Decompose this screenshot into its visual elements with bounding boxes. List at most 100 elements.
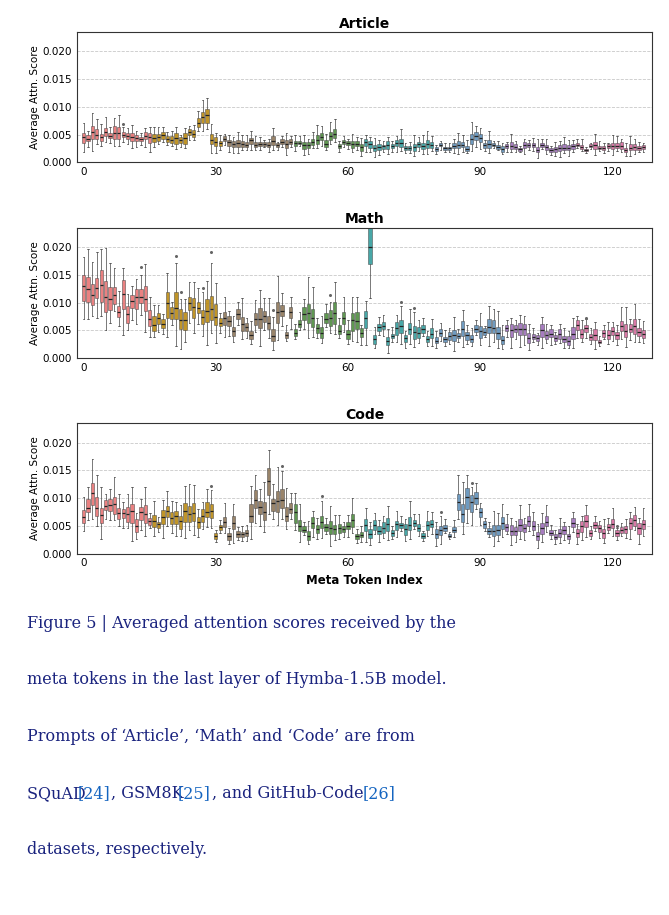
- Bar: [122, 133, 125, 137]
- Bar: [144, 132, 147, 139]
- Bar: [527, 144, 531, 146]
- Bar: [474, 492, 478, 504]
- Bar: [254, 490, 257, 509]
- Bar: [276, 302, 279, 322]
- Bar: [558, 329, 561, 339]
- Bar: [633, 515, 636, 525]
- Bar: [328, 310, 332, 326]
- Bar: [536, 335, 539, 340]
- Bar: [585, 325, 588, 332]
- Bar: [236, 531, 240, 537]
- Bar: [435, 146, 438, 151]
- Bar: [219, 141, 222, 146]
- Bar: [82, 511, 85, 523]
- Bar: [117, 306, 120, 317]
- Bar: [214, 137, 217, 146]
- Bar: [188, 506, 191, 522]
- Bar: [638, 146, 641, 150]
- Bar: [148, 134, 151, 143]
- Bar: [536, 533, 539, 541]
- Bar: [545, 516, 548, 526]
- Bar: [452, 527, 456, 533]
- Bar: [130, 295, 134, 308]
- Bar: [236, 140, 240, 147]
- Bar: [258, 308, 262, 328]
- Bar: [488, 528, 491, 534]
- Bar: [267, 468, 270, 495]
- Bar: [188, 129, 191, 135]
- Bar: [134, 289, 138, 309]
- Bar: [558, 145, 561, 151]
- Bar: [444, 147, 447, 150]
- Bar: [403, 145, 407, 150]
- Bar: [597, 339, 601, 343]
- Bar: [633, 318, 636, 334]
- Bar: [294, 328, 297, 336]
- Bar: [624, 526, 628, 533]
- Bar: [210, 504, 213, 519]
- Bar: [219, 525, 222, 530]
- Bar: [122, 280, 125, 309]
- Bar: [541, 523, 544, 533]
- Text: Figure 5 | Averaged attention scores received by the: Figure 5 | Averaged attention scores rec…: [27, 615, 456, 631]
- Bar: [510, 143, 513, 149]
- Bar: [153, 316, 156, 331]
- Bar: [607, 523, 610, 530]
- Bar: [629, 145, 632, 150]
- Bar: [320, 516, 323, 528]
- Bar: [399, 522, 403, 528]
- Bar: [258, 142, 262, 145]
- Bar: [307, 532, 310, 540]
- Bar: [285, 140, 288, 148]
- Bar: [377, 526, 381, 534]
- Bar: [210, 296, 213, 320]
- Bar: [522, 324, 526, 335]
- Bar: [589, 334, 592, 340]
- Bar: [351, 142, 354, 148]
- Bar: [444, 337, 447, 342]
- Bar: [307, 304, 310, 323]
- Bar: [324, 313, 328, 323]
- Bar: [175, 134, 178, 144]
- Bar: [549, 530, 553, 535]
- Bar: [280, 139, 284, 145]
- Bar: [161, 511, 165, 524]
- Bar: [522, 142, 526, 148]
- Bar: [338, 325, 341, 334]
- Bar: [214, 533, 217, 539]
- Text: datasets, respectively.: datasets, respectively.: [27, 842, 207, 858]
- Bar: [461, 503, 464, 522]
- Bar: [602, 146, 605, 150]
- Bar: [474, 133, 478, 140]
- Bar: [602, 530, 605, 538]
- Bar: [250, 138, 253, 144]
- Bar: [302, 307, 306, 320]
- Bar: [285, 332, 288, 338]
- Bar: [571, 518, 575, 528]
- Bar: [413, 326, 416, 339]
- Bar: [607, 329, 610, 339]
- Bar: [263, 142, 266, 145]
- Y-axis label: Average Attn. Score: Average Attn. Score: [29, 46, 39, 149]
- Bar: [642, 329, 645, 339]
- Bar: [364, 311, 367, 328]
- Bar: [148, 518, 151, 524]
- Bar: [289, 139, 292, 145]
- Bar: [541, 144, 544, 147]
- Bar: [369, 224, 372, 264]
- Bar: [567, 145, 570, 150]
- Bar: [417, 523, 420, 531]
- Bar: [144, 505, 147, 522]
- Bar: [201, 510, 204, 522]
- Bar: [633, 144, 636, 150]
- Bar: [611, 520, 614, 529]
- Bar: [580, 521, 583, 532]
- Bar: [571, 145, 575, 148]
- Bar: [113, 287, 116, 304]
- Bar: [139, 289, 142, 303]
- Bar: [267, 316, 270, 329]
- Bar: [179, 309, 182, 329]
- Bar: [619, 320, 623, 331]
- Bar: [399, 139, 403, 147]
- Bar: [435, 529, 438, 538]
